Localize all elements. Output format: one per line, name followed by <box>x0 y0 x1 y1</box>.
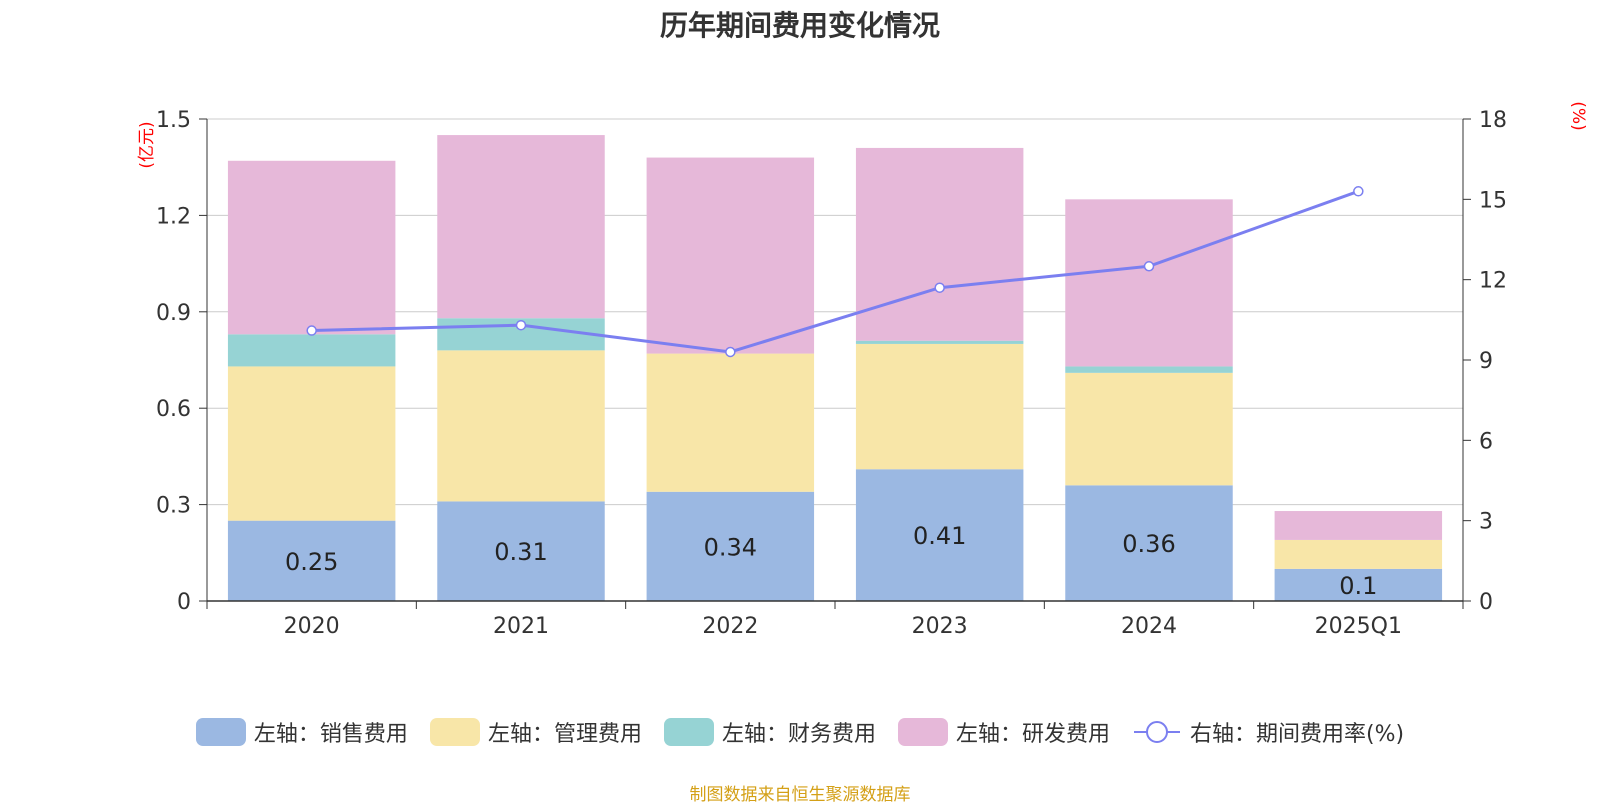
rate-point <box>515 319 527 331</box>
bar-segment <box>1065 485 1233 601</box>
legend-label: 右轴：期间费用率(%) <box>1189 722 1405 747</box>
legend-swatch <box>663 718 714 746</box>
chart-title: 历年期间费用变化情况 <box>659 9 940 42</box>
bar-segment <box>646 353 815 492</box>
bar-data-label: 0.25 <box>285 548 338 576</box>
rate-point <box>1353 186 1364 197</box>
bar-segment <box>646 491 815 601</box>
bar-segment <box>855 340 1024 344</box>
right-axis-tick-label: 6 <box>1479 429 1493 454</box>
legend: 左轴：销售费用 左轴：管理费用 左轴：财务费用 左轴：研发费用 右轴：期间费用率(%) <box>0 716 1600 748</box>
bar-segment <box>1274 568 1443 601</box>
legend-item[interactable]: 左轴：销售费用 <box>195 716 408 748</box>
left-axis-tick-label: 1.5 <box>156 108 191 133</box>
x-axis-tick-label: 2021 <box>493 614 549 639</box>
left-axis-tick-label: 1.2 <box>156 204 191 229</box>
bar-segment <box>227 366 396 521</box>
bar-segment <box>437 350 605 502</box>
bar-segment <box>1274 511 1443 540</box>
x-axis-tick-label: 2022 <box>702 614 758 639</box>
legend-item[interactable]: 左轴：管理费用 <box>429 716 642 748</box>
x-axis-tick-label: 2020 <box>284 614 340 639</box>
rate-line <box>311 189 1359 354</box>
right-axis-tick-label: 0 <box>1479 590 1493 615</box>
bar-segment <box>1065 366 1233 373</box>
bar-segment <box>227 520 396 601</box>
right-axis-tick-label: 15 <box>1479 188 1507 213</box>
rate-point <box>306 325 317 336</box>
bar-data-label: 0.41 <box>913 522 966 550</box>
rate-point <box>1143 261 1155 272</box>
bar-segment <box>855 469 1024 601</box>
legend-line-marker <box>1133 721 1180 743</box>
bar-segment <box>1065 372 1233 486</box>
legend-item[interactable]: 左轴：研发费用 <box>897 716 1110 748</box>
legend-item[interactable]: 右轴：期间费用率(%) <box>1132 716 1404 748</box>
right-axis-tick-label: 18 <box>1479 108 1507 133</box>
bar-segment <box>646 157 815 354</box>
rate-point <box>725 346 736 358</box>
bar-segment <box>1274 539 1443 569</box>
bar-data-label: 0.31 <box>494 538 547 566</box>
right-axis-unit-label: (%) <box>1568 101 1588 130</box>
left-axis-tick-label: 0.9 <box>156 301 191 326</box>
right-axis-tick-label: 3 <box>1479 510 1493 535</box>
bar-segment <box>227 334 396 367</box>
bar-data-label: 0.34 <box>704 533 757 561</box>
source-note: 制图数据来自恒生聚源数据库 <box>689 785 911 805</box>
legend-label: 左轴：管理费用 <box>487 722 642 747</box>
bar-segment <box>1065 199 1233 367</box>
x-axis-tick-label: 2025Q1 <box>1315 614 1402 639</box>
legend-swatch <box>897 718 948 746</box>
bar-data-label: 0.36 <box>1122 530 1175 558</box>
bar-segment <box>437 135 605 319</box>
left-axis-tick-label: 0.3 <box>156 494 191 519</box>
legend-label: 左轴：销售费用 <box>253 722 408 747</box>
legend-label: 左轴：财务费用 <box>721 722 876 747</box>
left-axis-tick-label: 0.6 <box>156 397 191 422</box>
bar-segment <box>437 501 605 601</box>
legend-swatch <box>195 718 246 746</box>
x-axis-tick-label: 2024 <box>1121 614 1177 639</box>
bar-segment <box>227 160 396 335</box>
bar-segment <box>855 343 1024 470</box>
bar-segment <box>855 147 1024 341</box>
left-axis-tick-label: 0 <box>177 590 191 615</box>
bar-data-label: 0.1 <box>1339 572 1377 600</box>
legend-swatch <box>429 718 480 746</box>
left-axis-unit-label: (亿元) <box>137 121 157 168</box>
right-axis-tick-label: 9 <box>1479 349 1493 374</box>
legend-item[interactable]: 左轴：财务费用 <box>663 716 876 748</box>
right-axis-tick-label: 12 <box>1479 269 1507 294</box>
legend-label: 左轴：研发费用 <box>955 722 1110 747</box>
rate-point <box>934 282 945 293</box>
x-axis-tick-label: 2023 <box>912 614 968 639</box>
